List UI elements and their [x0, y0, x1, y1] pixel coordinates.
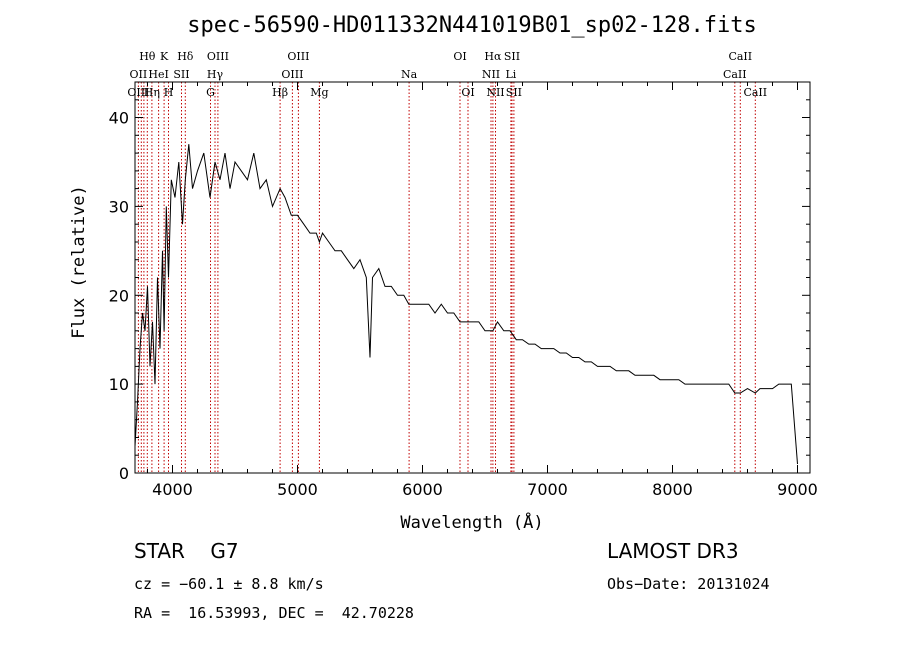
spectral-line-label: NII — [482, 68, 500, 81]
spectral-line-label: Hη — [144, 86, 160, 99]
spectral-line-label: CaII — [743, 86, 767, 99]
spectral-line-label: SII — [504, 50, 520, 63]
x-axis-label: Wavelength (Å) — [400, 511, 543, 533]
chart-title: spec-56590-HD011332N441019B01_sp02-128.f… — [187, 13, 757, 38]
spectral-line-label: Hγ — [207, 68, 224, 81]
y-tick-label: 40 — [109, 109, 129, 128]
spectral-line-label: OI — [453, 50, 466, 63]
spectral-line-label: OII — [130, 68, 148, 81]
spectral-line-label: Hα — [484, 50, 502, 63]
spectral-line-label: Hθ — [139, 50, 156, 63]
spectral-line-label: Li — [505, 68, 516, 81]
x-tick-label: 6000 — [402, 480, 443, 499]
y-tick-label: 0 — [119, 464, 129, 483]
y-axis-label: Flux (relative) — [69, 185, 89, 339]
spectral-line-label: SII — [173, 68, 189, 81]
spectral-line-label: H — [164, 86, 174, 99]
x-axis-ticks: 4000 5000 6000 7000 8000 9000 — [147, 82, 818, 499]
spectral-line-label: Na — [401, 68, 418, 81]
x-tick-label: 4000 — [152, 480, 193, 499]
spectral-line-label: SII — [506, 86, 522, 99]
survey-name: LAMOST DR3 — [607, 539, 739, 563]
y-tick-label: 30 — [109, 197, 129, 216]
obs-date: Obs−Date: 20131024 — [607, 575, 770, 593]
plot-frame — [134, 81, 811, 474]
spectral-line-label: NII — [486, 86, 504, 99]
redshift-cz: cz = −60.1 ± 8.8 km/s — [134, 575, 324, 593]
spectral-line-label: OIII — [207, 50, 229, 63]
spectral-line-label: CaII — [728, 50, 752, 63]
line-labels: Hθ OII OIII HeI Hη K H Hδ SII OIII Hγ G Hβ OIII OIII Mg… — [127, 50, 767, 99]
flux-series-line — [134, 144, 798, 465]
x-tick-label: 8000 — [652, 480, 693, 499]
object-class: STAR G7 — [134, 539, 239, 563]
y-axis-ticks: 0 10 20 30 40 — [109, 81, 810, 483]
spectral-line-label: Hβ — [272, 86, 288, 99]
x-tick-label: 9000 — [777, 480, 818, 499]
spectral-line-label: Hδ — [177, 50, 194, 63]
marker-lines — [137, 82, 756, 473]
spectral-line-label: OIII — [287, 50, 309, 63]
y-tick-label: 20 — [109, 286, 129, 305]
spectral-line-label: OIII — [281, 68, 303, 81]
x-tick-label: 7000 — [527, 480, 568, 499]
spectral-line-label: OI — [461, 86, 474, 99]
spectral-line-label: HeI — [148, 68, 168, 81]
spectral-line-label: Mg — [310, 86, 328, 99]
spectral-line-label: OIII — [127, 86, 149, 99]
spectral-line-label: K — [160, 50, 169, 63]
spectral-line-label: CaII — [723, 68, 747, 81]
y-tick-label: 10 — [109, 375, 129, 394]
x-tick-label: 5000 — [277, 480, 318, 499]
spectral-line-label: G — [206, 86, 215, 99]
ra-dec: RA = 16.53993, DEC = 42.70228 — [134, 604, 414, 622]
